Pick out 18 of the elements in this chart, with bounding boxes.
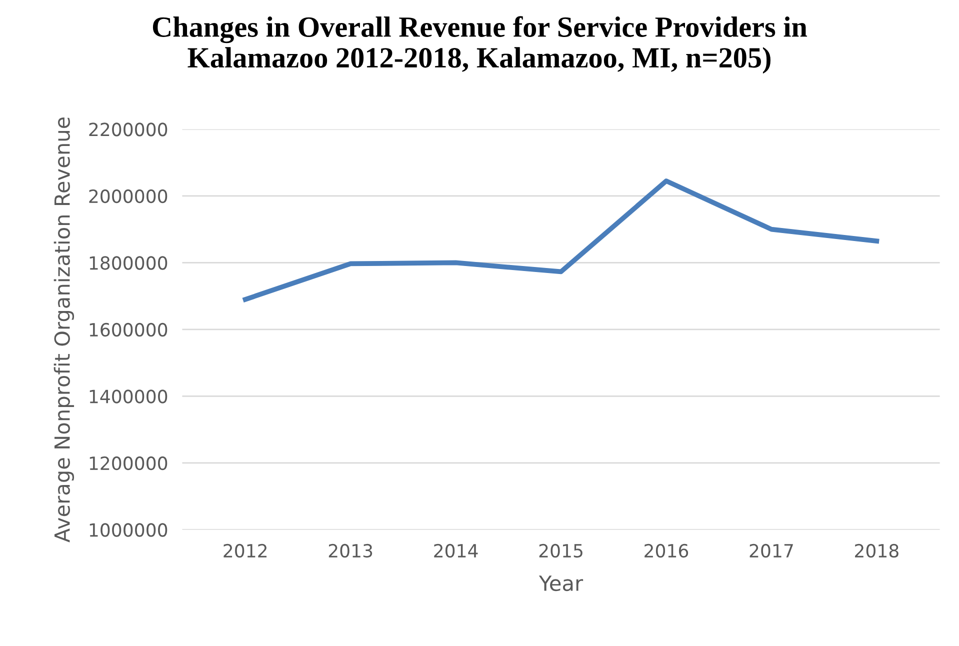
x-tick-label: 2017 [750, 544, 793, 558]
y-tick-label: 1000000 [90, 523, 168, 537]
x-tick-label: 2014 [434, 544, 478, 558]
x-tick-label: 2012 [224, 544, 267, 558]
x-tick-label: 2018 [855, 544, 898, 558]
y-tick-label: 1600000 [90, 322, 168, 337]
y-tick-label: 1200000 [90, 456, 168, 470]
y-tick-label: 1800000 [90, 256, 168, 270]
x-tick-label: 2015 [539, 544, 582, 558]
line-series [242, 178, 880, 302]
x-tick-label: 2016 [644, 544, 688, 558]
x-tick-label: 2013 [328, 544, 372, 558]
y-tick-label: 2200000 [89, 122, 168, 136]
y-tick-label: 2000000 [89, 189, 168, 204]
y-axis-title: Average Nonprofit Organization Revenue [54, 117, 74, 542]
y-tick-label: 1400000 [90, 390, 168, 404]
chart-title: Changes in Overall Revenue for Service Providers in Kalamazoo 2012-2018, Kalamazoo, MI, n=205) [152, 16, 808, 74]
x-axis-title: Year [538, 576, 584, 592]
